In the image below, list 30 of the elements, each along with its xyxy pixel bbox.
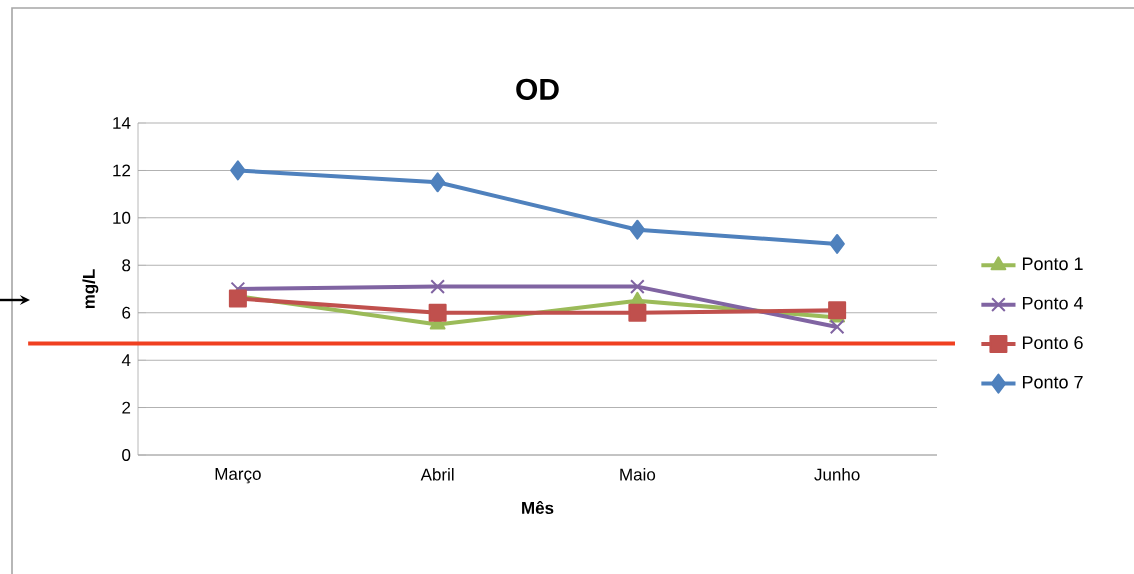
legend-label: Ponto 4 [1022,296,1083,310]
x-axis-title: Mês [522,501,554,514]
y-tick-label: 12 [113,164,131,177]
point [428,303,447,322]
legend-label: Ponto 7 [1022,375,1083,389]
point [828,301,847,320]
point [230,160,246,181]
point [829,233,845,254]
point [628,303,647,322]
x-tick-label: Abril [420,468,454,481]
chart-title: OD [516,78,559,100]
y-axis-title: mg/L [82,269,99,309]
legend-label: Ponto 6 [1022,336,1083,350]
y-tick-label: 10 [113,211,131,224]
point [829,319,845,335]
point [630,279,645,294]
point [228,289,247,308]
y-tick-label: 2 [122,401,131,414]
y-tick-label: 6 [122,306,131,319]
y-tick-label: 14 [113,117,131,129]
y-tick-label: 4 [121,354,131,366]
y-tick-label: 8 [122,259,131,272]
x-tick-label: Junho [814,468,860,481]
legend-label: Ponto 1 [1022,257,1083,271]
point [430,279,445,294]
point [429,172,446,193]
x-tick-label: Março [215,468,261,484]
x-tick-label: Maio [620,468,656,481]
y-tick-label: 0 [122,448,131,462]
point [629,219,646,240]
